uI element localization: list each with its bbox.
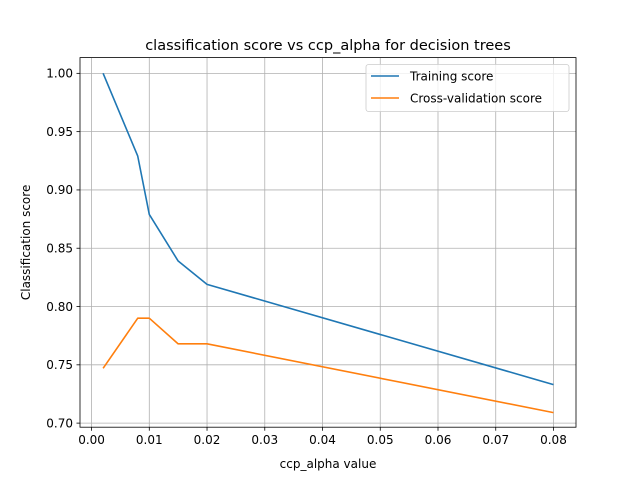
series-line-2 [102, 317, 554, 414]
y-tick-label: 1.00 [46, 67, 73, 81]
series-line-1 [102, 73, 554, 386]
series-lines [102, 73, 554, 414]
x-tick-label: 0.07 [482, 433, 509, 447]
legend-label: Cross-validation score [410, 91, 542, 105]
chart-title: classification score vs ccp_alpha for de… [145, 38, 511, 54]
x-tick-label: 0.05 [367, 433, 394, 447]
x-tick-label: 0.01 [136, 433, 163, 447]
legend-box [365, 64, 570, 112]
legend: Training score Cross-validation score [365, 64, 570, 112]
y-tick-label: 0.90 [46, 183, 73, 197]
y-tick-label: 0.80 [46, 300, 73, 314]
axis-ticks: 0.00 0.01 0.02 0.03 0.04 0.05 0.06 0.07 0.08 0.70… [46, 67, 567, 448]
y-tick-label: 0.95 [46, 125, 73, 139]
x-axis-label: ccp_alpha value [280, 457, 377, 471]
x-tick-label: 0.02 [194, 433, 221, 447]
x-tick-label: 0.00 [78, 433, 105, 447]
y-tick-label: 0.85 [46, 242, 73, 256]
x-tick-label: 0.03 [251, 433, 278, 447]
y-tick-label: 0.75 [46, 358, 73, 372]
x-tick-label: 0.08 [540, 433, 567, 447]
x-tick-label: 0.06 [425, 433, 452, 447]
y-axis-label: Classification score [19, 185, 33, 300]
y-tick-label: 0.70 [46, 416, 73, 430]
grid-lines [80, 57, 576, 428]
legend-label: Training score [409, 69, 493, 83]
x-tick-label: 0.04 [309, 433, 336, 447]
plot-frame [79, 57, 577, 428]
